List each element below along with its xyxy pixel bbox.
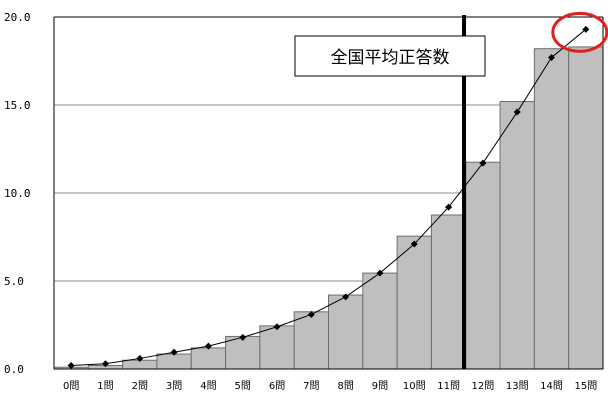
data-point	[582, 25, 590, 33]
x-tick-label: 6問	[269, 380, 285, 392]
data-point	[376, 269, 384, 277]
x-tick-label: 15問	[574, 380, 597, 392]
data-point	[204, 342, 212, 350]
bar	[259, 325, 295, 370]
y-tick-label: 10.0	[4, 187, 31, 200]
data-point	[342, 293, 350, 301]
data-point	[548, 53, 556, 61]
x-tick-labels: 0問 1問 2問 3問 4問 5問 6問 7問 8問 9問 10問 11問 12問 13問 14問 15問	[63, 380, 597, 392]
bar	[568, 46, 604, 370]
x-tick-label: 5問	[235, 380, 251, 392]
bars	[53, 46, 604, 370]
axes	[53, 16, 604, 370]
x-tick-label: 3問	[166, 380, 182, 392]
data-point	[479, 159, 487, 167]
bar	[293, 311, 329, 370]
x-tick-label: 14問	[540, 380, 563, 392]
x-tick-label: 8問	[337, 380, 353, 392]
bar	[533, 48, 570, 370]
data-point	[307, 310, 315, 318]
average-annotation: 全国平均正答数	[294, 15, 486, 369]
average-label-box	[294, 35, 486, 77]
y-tick-label: 20.0	[4, 11, 31, 24]
highlight-circle	[551, 11, 608, 53]
bar	[396, 235, 432, 370]
bar	[190, 347, 227, 370]
data-point	[170, 348, 178, 356]
x-tick-label: 11問	[437, 380, 460, 392]
series-line	[71, 28, 587, 366]
average-label: 全国平均正答数	[331, 48, 450, 68]
data-point	[410, 240, 418, 248]
x-tick-label: 12問	[472, 380, 495, 392]
bar	[225, 335, 261, 370]
line-series	[67, 25, 590, 369]
x-tick-label: 10問	[403, 380, 426, 392]
data-point	[273, 323, 281, 331]
bar	[430, 214, 467, 370]
data-point	[136, 354, 144, 362]
y-tick-labels: 0.0 5.0 10.0 15.0 20.0	[4, 11, 31, 376]
x-tick-label: 4問	[200, 380, 216, 392]
data-point	[445, 203, 453, 211]
x-tick-label: 1問	[97, 380, 113, 392]
bar	[465, 161, 501, 370]
data-point	[513, 108, 521, 116]
x-tick-label: 7問	[303, 380, 319, 392]
y-tick-label: 15.0	[4, 99, 31, 112]
bar	[328, 294, 364, 370]
x-tick-label: 0問	[63, 380, 79, 392]
y-tick-label: 5.0	[4, 275, 24, 288]
x-tick-label: 13問	[506, 380, 529, 392]
data-point	[239, 333, 247, 341]
data-point	[67, 361, 75, 369]
data-point	[101, 360, 109, 368]
y-tick-label: 0.0	[4, 363, 24, 376]
bar	[156, 353, 192, 370]
bar	[362, 272, 398, 370]
x-tick-label: 9問	[372, 380, 388, 392]
bar	[499, 100, 535, 370]
x-tick-label: 2問	[132, 380, 148, 392]
